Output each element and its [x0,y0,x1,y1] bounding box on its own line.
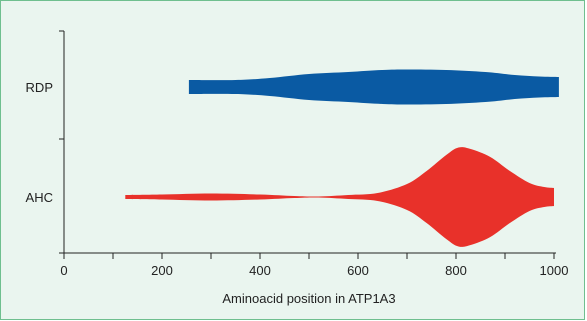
x-tick-label-1000: 1000 [540,263,569,278]
x-tick-label-200: 200 [151,263,173,278]
x-tick-label-800: 800 [445,263,467,278]
x-axis-label: Aminoacid position in ATP1A3 [222,291,395,306]
x-tick-label-0: 0 [60,263,67,278]
category-label-rdp: RDP [26,80,53,95]
x-tick-label-400: 400 [249,263,271,278]
violin-rdp [188,69,559,105]
category-label-ahc: AHC [26,190,53,205]
violin-ahc [125,147,555,247]
x-tick-label-600: 600 [347,263,369,278]
